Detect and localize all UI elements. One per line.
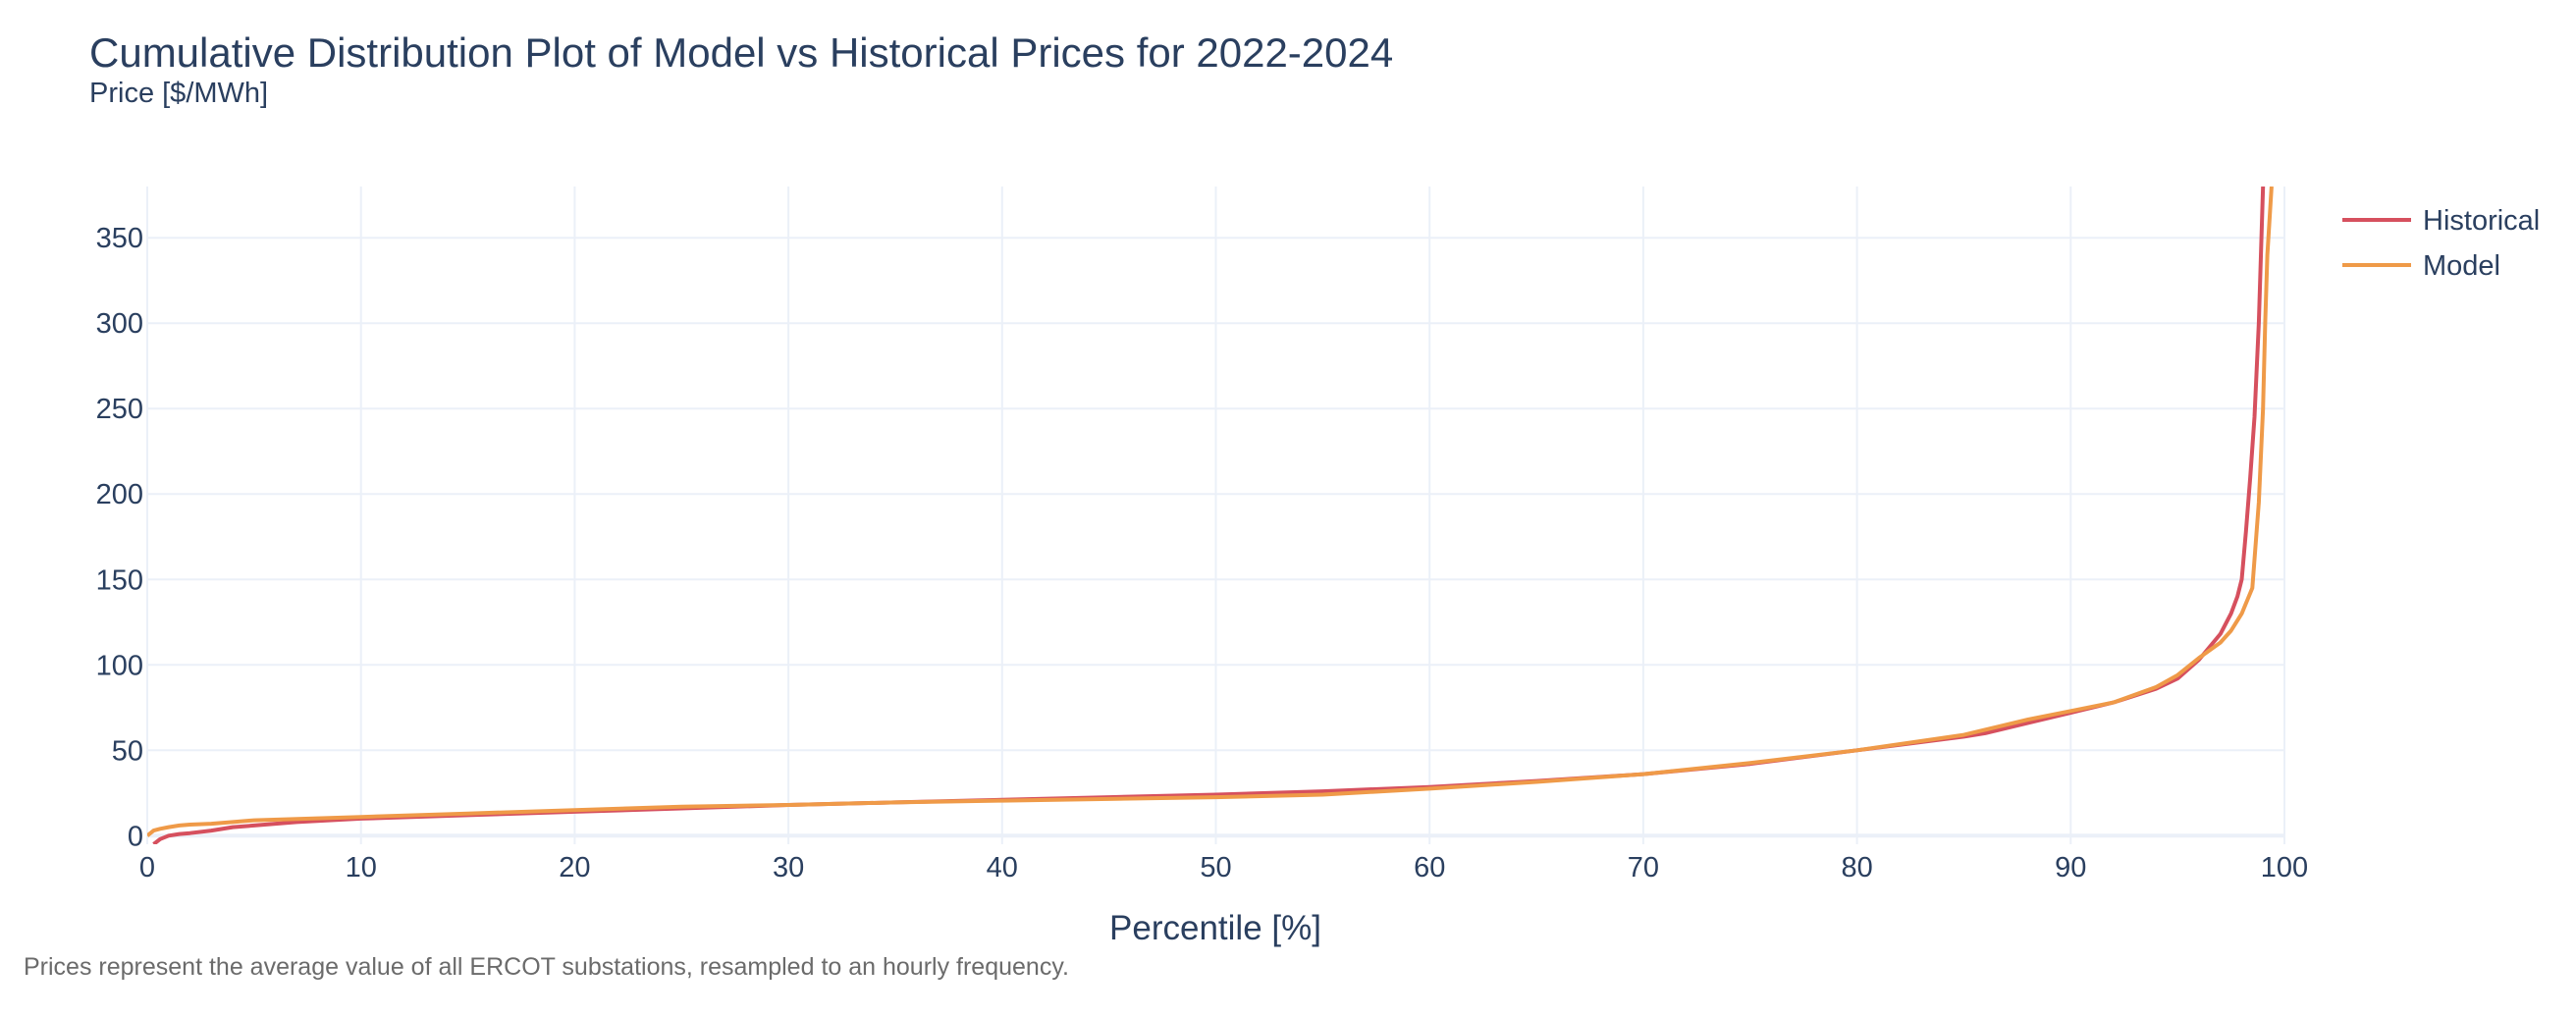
series-line-historical	[152, 187, 2266, 844]
x-tick-labels: 0 10 20 30 40 50 60 70 80 90 100	[139, 852, 2308, 883]
x-axis-title: Percentile [%]	[1109, 909, 1321, 947]
y-tick-label: 50	[112, 735, 143, 767]
footnote: Prices represent the average value of al…	[24, 953, 1069, 981]
grid-lines	[146, 187, 2285, 844]
chart-subtitle: Price [$/MWh]	[89, 78, 268, 109]
chart-title: Cumulative Distribution Plot of Model vs…	[89, 29, 1393, 76]
legend-item-historical[interactable]: Historical	[2342, 205, 2540, 237]
y-tick-label: 150	[96, 564, 143, 596]
x-tick-label: 0	[139, 852, 155, 883]
y-tick-label: 200	[96, 479, 143, 510]
x-tick-label: 10	[346, 852, 377, 883]
y-tick-label: 0	[128, 821, 143, 852]
legend-item-model[interactable]: Model	[2342, 250, 2500, 282]
y-tick-labels: 0 50 100 150 200 250 300 350	[96, 223, 143, 852]
x-tick-label: 90	[2055, 852, 2086, 883]
legend-label: Model	[2423, 250, 2500, 282]
y-tick-label: 100	[96, 650, 143, 681]
legend-label: Historical	[2423, 205, 2540, 237]
x-tick-label: 70	[1628, 852, 1659, 883]
x-tick-label: 50	[1200, 852, 1231, 883]
x-tick-label: 60	[1414, 852, 1445, 883]
legend[interactable]: Historical Model	[2342, 205, 2540, 282]
x-tick-label: 80	[1841, 852, 1872, 883]
series-line-model	[147, 187, 2274, 837]
y-tick-label: 250	[96, 394, 143, 425]
x-tick-label: 30	[773, 852, 804, 883]
series-lines	[147, 187, 2274, 844]
x-tick-label: 40	[987, 852, 1018, 883]
y-tick-label: 350	[96, 223, 143, 254]
y-tick-label: 300	[96, 308, 143, 340]
x-tick-label: 20	[559, 852, 590, 883]
x-tick-label: 100	[2261, 852, 2308, 883]
